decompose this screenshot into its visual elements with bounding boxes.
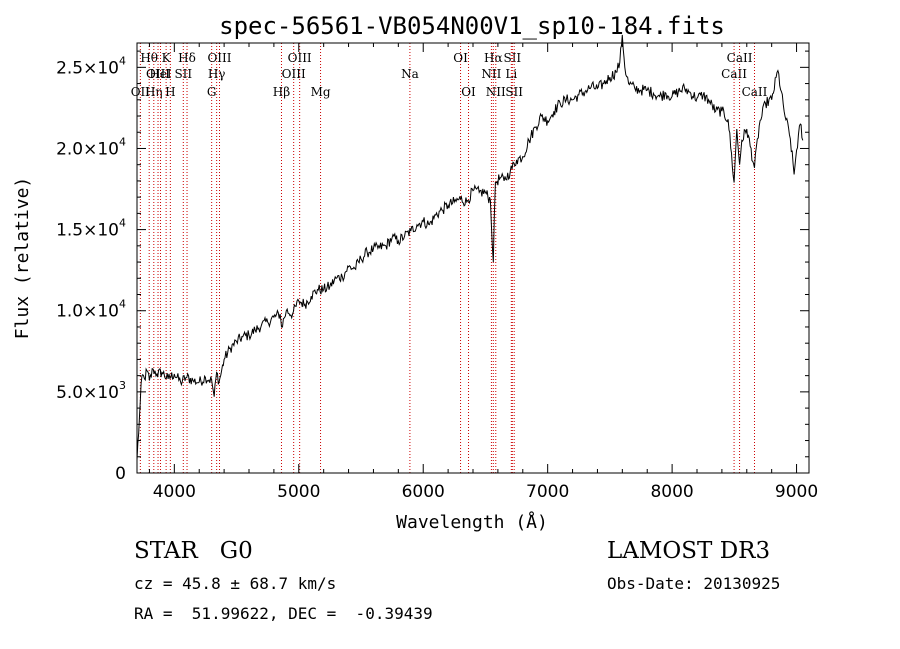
line-mark-label: NII xyxy=(486,85,506,99)
line-mark-label: NII xyxy=(481,67,501,81)
y-tick-label: 2.0×104 xyxy=(56,135,126,159)
line-mark-label: OI xyxy=(461,85,476,99)
line-mark-label: H xyxy=(165,85,175,99)
y-tick-exponent: 4 xyxy=(119,54,126,67)
y-tick-exponent: 4 xyxy=(119,135,126,148)
line-mark-label: G xyxy=(207,85,217,99)
line-mark-label: CaII xyxy=(721,67,747,81)
spectral-line-marks: OIIHθHηOIIIHeIKHSIIHδGHγOIIIHβOIIIOIIIMg… xyxy=(131,43,768,473)
y-tick-label: 0 xyxy=(115,464,126,484)
line-mark-label: CaII xyxy=(742,85,768,99)
line-mark-label: OII xyxy=(131,85,151,99)
ra-dec: RA = 51.99622, DEC = -0.39439 xyxy=(134,604,433,623)
y-tick-label: 2.5×104 xyxy=(56,54,126,78)
y-tick-label: 5.0×103 xyxy=(56,379,126,403)
y-tick-exponent: 4 xyxy=(119,217,126,230)
y-tick-exponent: 3 xyxy=(119,379,126,392)
y-tick-exponent: 4 xyxy=(119,298,126,311)
line-mark-label: OIII xyxy=(288,51,312,65)
plot-frame xyxy=(136,42,810,474)
obs-date: Obs-Date: 20130925 xyxy=(607,574,781,593)
line-mark-label: Li xyxy=(505,67,517,81)
spectrum-line xyxy=(136,34,804,461)
line-mark-label: OIII xyxy=(207,51,231,65)
line-mark-label: Hβ xyxy=(273,85,290,99)
line-mark-label: Hγ xyxy=(208,67,226,81)
line-mark-label: SII xyxy=(174,67,192,81)
y-tick-label: 1.5×104 xyxy=(56,217,126,241)
line-mark-label: Na xyxy=(401,67,419,81)
x-axis: 4000 5000 6000 7000 8000 9000 xyxy=(148,43,818,502)
line-mark-label: Hα xyxy=(484,51,503,65)
object-class: STAR G0 xyxy=(134,538,253,564)
line-mark-label: OIII xyxy=(282,67,306,81)
y-tick-label: 1.0×104 xyxy=(56,298,126,322)
redshift-cz: cz = 45.8 ± 68.7 km/s xyxy=(134,574,337,593)
x-tick-label: 9000 xyxy=(775,482,818,502)
x-tick-label: 6000 xyxy=(402,482,445,502)
x-tick-label: 5000 xyxy=(277,482,320,502)
line-mark-label: Hθ xyxy=(140,51,158,65)
line-mark-label: K xyxy=(162,51,172,65)
line-mark-label: Hδ xyxy=(178,51,196,65)
x-tick-label: 4000 xyxy=(153,482,196,502)
line-mark-label: SII xyxy=(503,51,521,65)
line-mark-label: OI xyxy=(453,51,468,65)
x-tick-label: 8000 xyxy=(650,482,693,502)
line-mark-label: SII xyxy=(505,85,523,99)
y-axis-label: Flux (relative) xyxy=(12,177,33,340)
x-tick-label: 7000 xyxy=(526,482,569,502)
line-mark-label: OIII xyxy=(146,67,170,81)
line-mark-label: Mg xyxy=(311,85,331,99)
line-mark-label: Hη xyxy=(145,85,163,99)
chart-title: spec-56561-VB054N00V1_sp10-184.fits xyxy=(219,12,725,40)
line-mark-label: CaII xyxy=(727,51,753,65)
y-axis: 0 5.0×103 1.0×104 1.5×104 2.0×104 2.5×104 xyxy=(56,50,809,484)
x-axis-label: Wavelength (Å) xyxy=(396,511,548,533)
survey-name: LAMOST DR3 xyxy=(607,538,771,564)
line-mark-label: HeI xyxy=(149,67,172,81)
